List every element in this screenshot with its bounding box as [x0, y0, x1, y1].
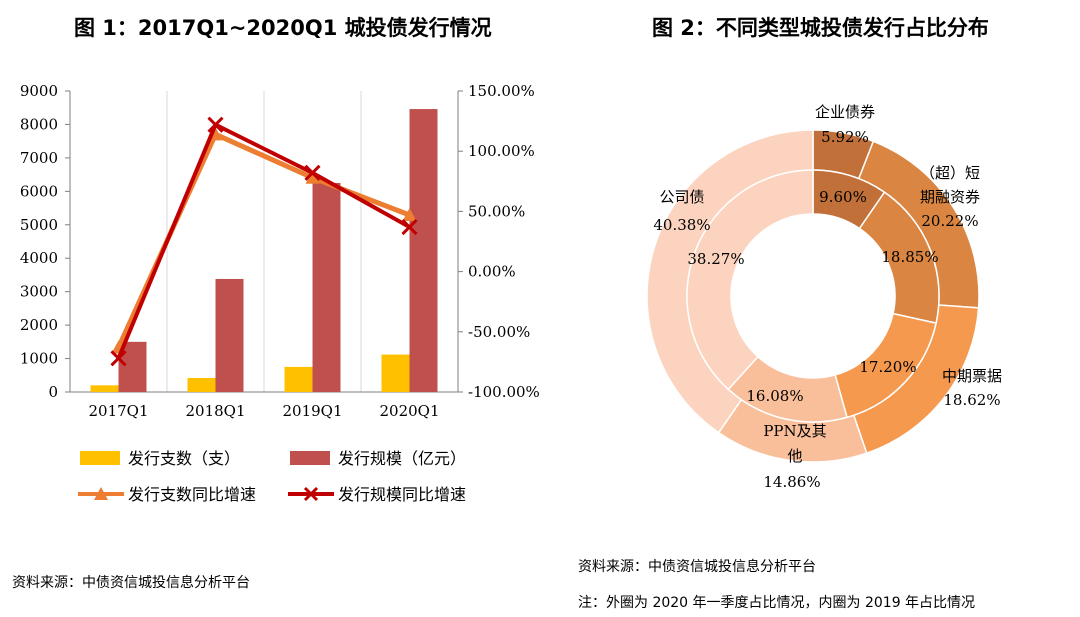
donut-label: 9.60% [819, 188, 867, 206]
chart2-title: 图 2：不同类型城投债发行占比分布 [652, 16, 989, 40]
y2-tick-label: 150.00% [468, 82, 535, 100]
legend-label: 发行支数同比增速 [128, 485, 256, 504]
inner-ring-slice [686, 169, 814, 391]
y-tick-label: 9000 [20, 82, 58, 100]
donut-label: 38.27% [687, 250, 744, 268]
legend-swatch [80, 451, 120, 465]
bar-scale [215, 278, 244, 392]
y-tick-label: 3000 [20, 283, 58, 301]
bar-chart-legend: 发行支数（支） 发行规模（亿元） 发行支数同比增速 发行规模同比增速 [78, 449, 466, 504]
point-x [401, 218, 418, 236]
x-tick-label: 2017Q1 [88, 402, 148, 420]
donut-label: 17.20% [859, 358, 916, 376]
y2-tick-label: -100.00% [468, 383, 540, 401]
legend-marker [94, 487, 108, 500]
x-tick-label: 2019Q1 [282, 402, 342, 420]
y2-tick-label: 0.00% [468, 263, 516, 281]
donut-label: 20.22% [921, 212, 978, 230]
bar-count [90, 385, 119, 392]
bar-scale [312, 182, 341, 392]
y2-tick-label: -50.00% [468, 323, 530, 341]
legend-marker [303, 486, 319, 502]
y-tick-label: 8000 [20, 115, 58, 133]
y-tick-label: 6000 [20, 182, 58, 200]
legend-swatch [290, 451, 330, 465]
source-note-2: 资料来源：中债资信城投信息分析平台 [578, 559, 816, 575]
point-x [304, 164, 321, 181]
donut-label: 中期票据 [942, 367, 1002, 385]
y-tick-label: 0 [48, 383, 58, 401]
donut-label: 14.86% [763, 473, 820, 491]
bar-count [381, 354, 410, 392]
legend-label: 发行规模同比增速 [338, 485, 466, 504]
source-note-1: 资料来源：中债资信城投信息分析平台 [12, 575, 250, 591]
legend-label: 发行规模（亿元） [338, 449, 466, 468]
x-tick-label: 2018Q1 [185, 402, 245, 420]
bar-scale [409, 109, 438, 392]
y-tick-label: 2000 [20, 316, 58, 334]
y-tick-label: 1000 [20, 350, 58, 368]
donut-label: 期融资券 [920, 188, 980, 206]
donut-chart [646, 129, 980, 463]
donut-label: 16.08% [746, 387, 803, 405]
x-tick-label: 2020Q1 [379, 402, 439, 420]
y-tick-label: 4000 [20, 249, 58, 267]
bar-line-chart: 9000 8000 7000 6000 5000 4000 3000 2000 1000 0 150… [20, 82, 540, 420]
bar-count [187, 377, 216, 392]
donut-label: 5.92% [821, 128, 869, 146]
y-tick-label: 5000 [20, 216, 58, 234]
legend-label: 发行支数（支） [128, 449, 240, 468]
donut-label: （超）短 [920, 164, 980, 182]
y2-tick-label: 50.00% [468, 202, 525, 220]
point-triangle [305, 170, 320, 184]
y-tick-label: 7000 [20, 149, 58, 167]
donut-label: 企业债券 [815, 103, 875, 121]
point-x [110, 350, 127, 367]
donut-label: 公司债 [659, 188, 704, 206]
donut-label: 18.62% [943, 391, 1000, 409]
chart1-title: 图 1：2017Q1~2020Q1 城投债发行情况 [74, 16, 492, 40]
ring-note: 注：外圈为 2020 年一季度占比情况，内圈为 2019 年占比情况 [578, 595, 976, 611]
donut-label: 18.85% [881, 248, 938, 266]
bar-count [284, 366, 313, 392]
donut-label: PPN及其 [763, 422, 826, 440]
y2-tick-label: 100.00% [468, 142, 535, 160]
series-line-scale-growth [116, 122, 411, 360]
donut-label: 40.38% [653, 216, 710, 234]
point-triangle [402, 208, 417, 222]
donut-label: 他 [787, 447, 802, 465]
point-x [207, 116, 224, 133]
